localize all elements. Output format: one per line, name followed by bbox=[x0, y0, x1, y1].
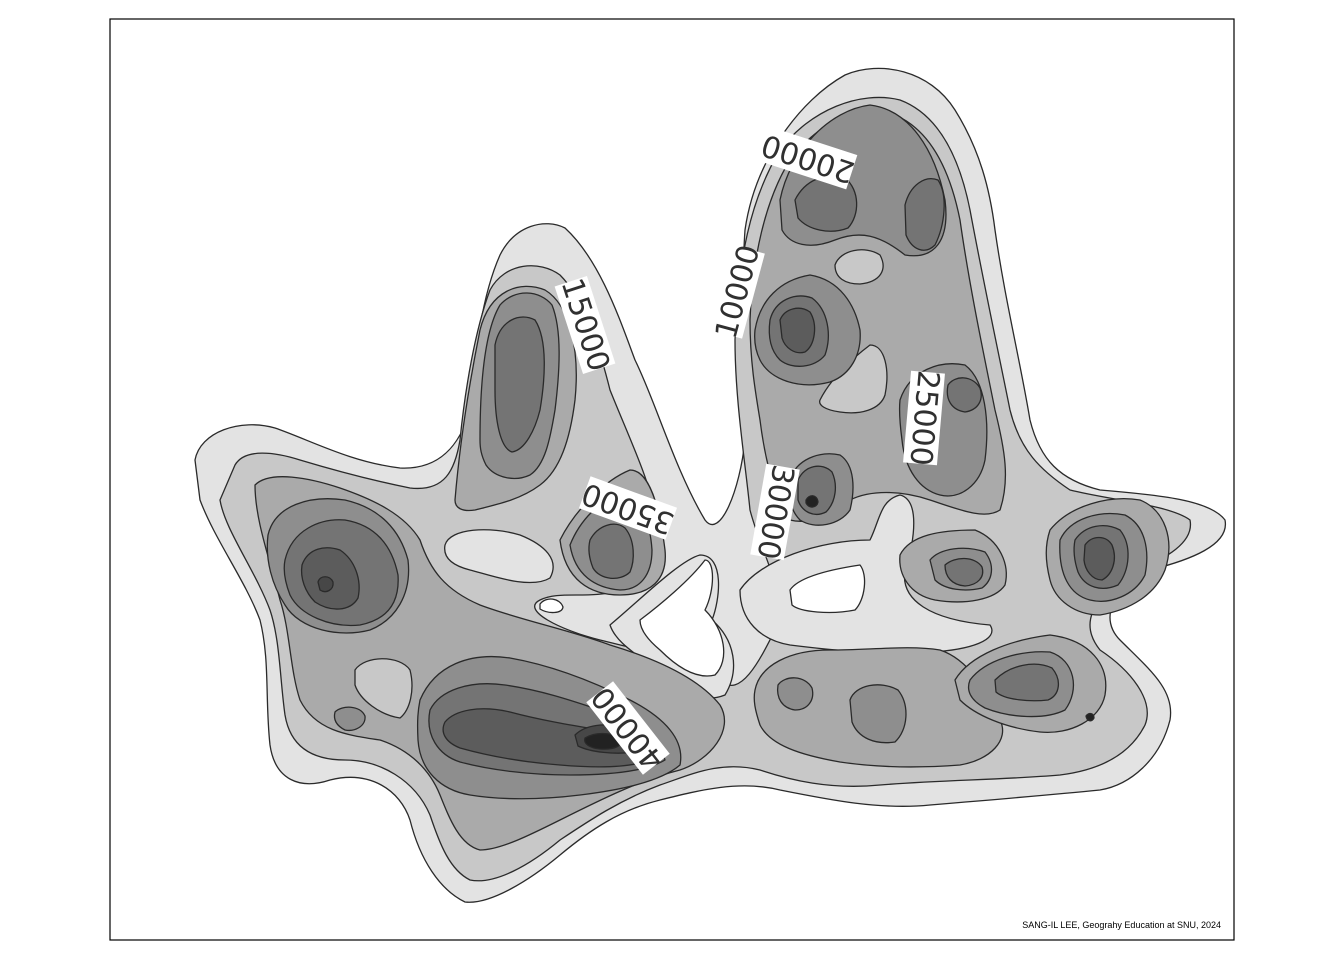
contour-band-30000 bbox=[1083, 536, 1116, 581]
contour-band-5000 bbox=[639, 559, 725, 677]
contour-label-25000-text: 25000 bbox=[902, 369, 945, 467]
contour-band-25000 bbox=[588, 523, 634, 579]
contour-band-40000 bbox=[805, 495, 819, 508]
contour-band-10000 bbox=[354, 658, 413, 719]
contour-band-30000 bbox=[779, 307, 816, 354]
contour-band-40000 bbox=[584, 732, 622, 750]
contour-label-25000: 25000 bbox=[902, 369, 945, 467]
contour-label-30000: 30000 bbox=[749, 462, 800, 562]
contour-band-5000 bbox=[539, 598, 564, 614]
contour-band-25000 bbox=[494, 316, 545, 453]
contour-band-25000 bbox=[944, 557, 984, 587]
contour-band-20000 bbox=[776, 677, 814, 711]
contour-band-35000 bbox=[317, 576, 334, 593]
contour-band-25000 bbox=[797, 465, 837, 515]
contour-band-20000 bbox=[333, 706, 366, 732]
contour-band-25000 bbox=[794, 175, 858, 232]
contour-band-10000 bbox=[739, 494, 993, 654]
contour-band-25000 bbox=[946, 377, 982, 413]
map-credit: SANG-IL LEE, Geograhy Education at SNU, … bbox=[1022, 920, 1221, 930]
contour-band-20000 bbox=[849, 684, 907, 744]
contour-band-25000 bbox=[994, 663, 1059, 702]
contour-band-10000 bbox=[834, 249, 884, 285]
contour-band-5000 bbox=[789, 564, 866, 614]
contour-band-25000 bbox=[904, 178, 945, 251]
contour-band-10000 bbox=[444, 529, 554, 584]
contour-band-40000 bbox=[1085, 712, 1095, 722]
